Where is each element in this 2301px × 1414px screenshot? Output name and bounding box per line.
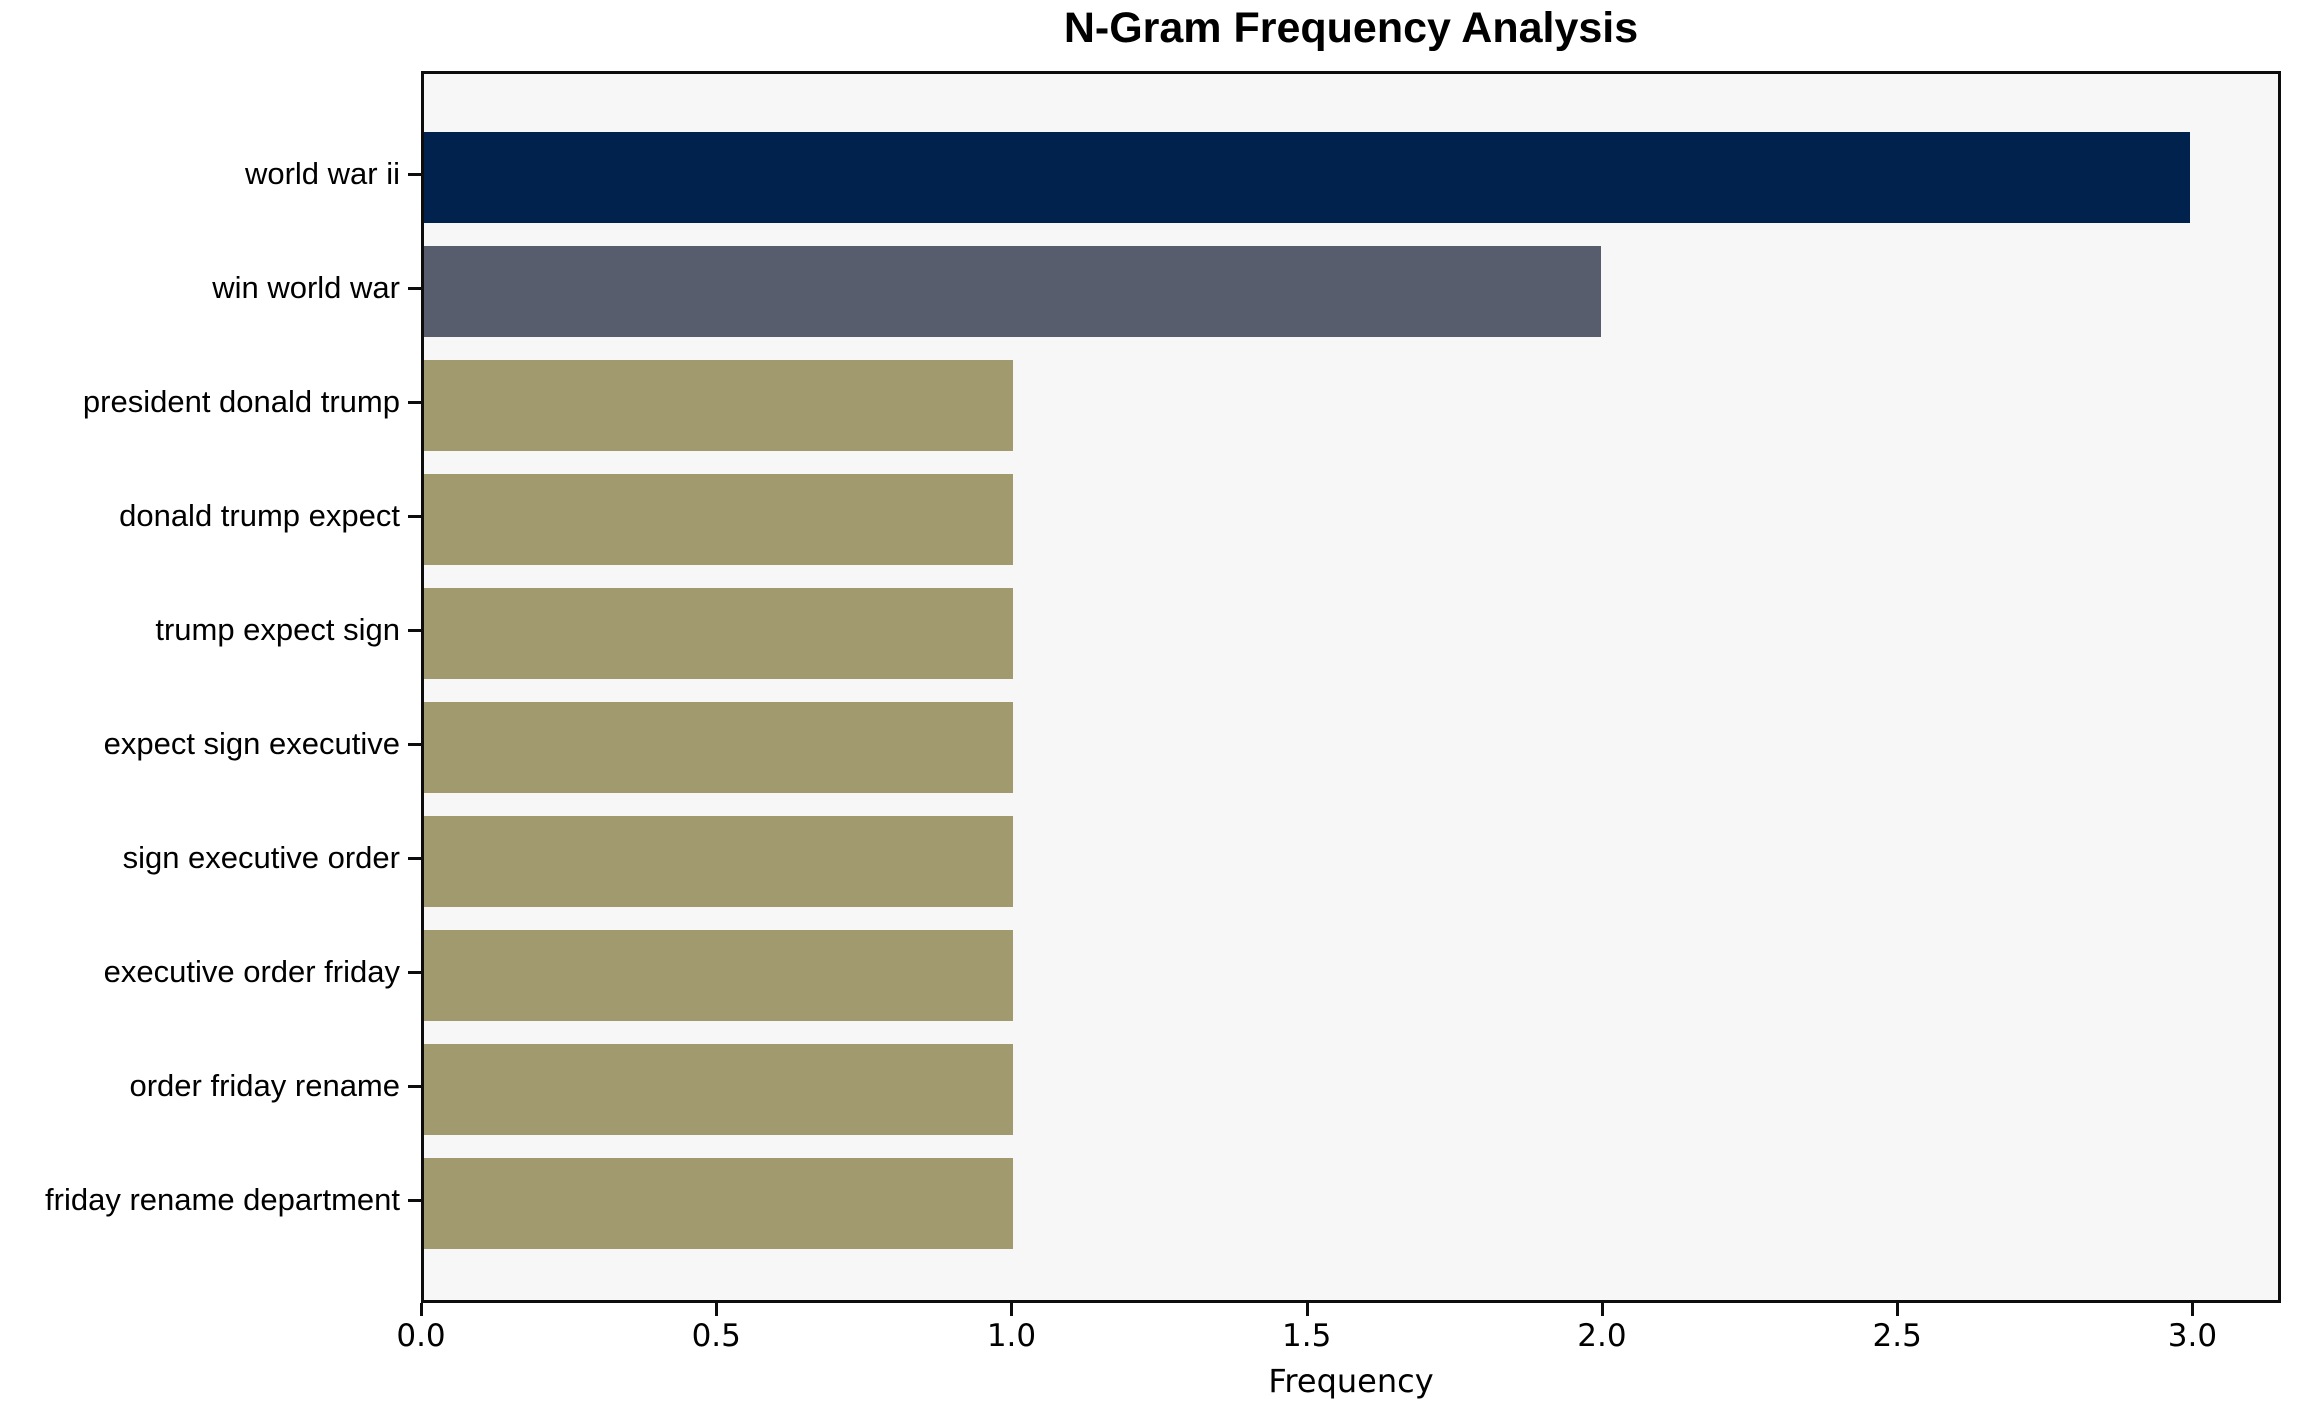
x-tick-label: 3.0	[2167, 1318, 2218, 1354]
bar-0	[424, 131, 2190, 223]
y-tick	[408, 743, 421, 746]
y-tick	[408, 173, 421, 176]
bar-1	[424, 245, 1602, 337]
x-tick-label: 1.0	[986, 1318, 1037, 1354]
y-tick-label: donald trump expect	[119, 498, 400, 533]
x-axis-label: Frequency	[1268, 1362, 1434, 1400]
x-tick-label: 2.5	[1872, 1318, 1922, 1354]
x-tick	[715, 1303, 719, 1316]
plot-area	[421, 71, 2281, 1303]
x-tick-label: 0.0	[396, 1318, 446, 1354]
y-tick-label: friday rename department	[45, 1182, 400, 1217]
bar-4	[424, 587, 1013, 679]
bar-9	[424, 1157, 1013, 1249]
x-tick	[1600, 1303, 1604, 1316]
bar-7	[424, 929, 1013, 1021]
x-tick-label: 1.5	[1282, 1318, 1332, 1354]
x-tick	[2191, 1303, 2195, 1316]
y-tick-label: world war ii	[244, 156, 400, 191]
x-tick-label: 2.0	[1577, 1318, 1627, 1354]
y-tick	[408, 971, 421, 974]
chart-title: N-Gram Frequency Analysis	[1063, 4, 1639, 52]
x-tick	[1010, 1303, 1014, 1316]
y-tick	[408, 515, 421, 518]
x-tick	[1896, 1303, 1900, 1316]
y-tick-label: order friday rename	[129, 1068, 400, 1103]
y-tick-label: win world war	[212, 270, 400, 305]
x-tick	[420, 1303, 423, 1316]
y-tick	[408, 629, 421, 632]
bar-3	[424, 473, 1013, 565]
bar-8	[424, 1043, 1013, 1135]
y-tick	[408, 1085, 421, 1088]
y-tick	[408, 1199, 421, 1202]
y-tick-label: expect sign executive	[103, 726, 400, 761]
y-tick-label: executive order friday	[103, 954, 400, 989]
y-tick-label: sign executive order	[122, 840, 400, 875]
y-tick	[408, 401, 421, 404]
y-tick-label: president donald trump	[82, 384, 400, 419]
x-tick	[1305, 1303, 1309, 1316]
y-tick	[408, 287, 421, 290]
y-tick	[408, 857, 421, 860]
x-tick-label: 0.5	[691, 1318, 741, 1354]
y-tick-label: trump expect sign	[155, 612, 400, 647]
bar-6	[424, 815, 1013, 907]
bar-2	[424, 359, 1013, 451]
bar-5	[424, 701, 1013, 793]
